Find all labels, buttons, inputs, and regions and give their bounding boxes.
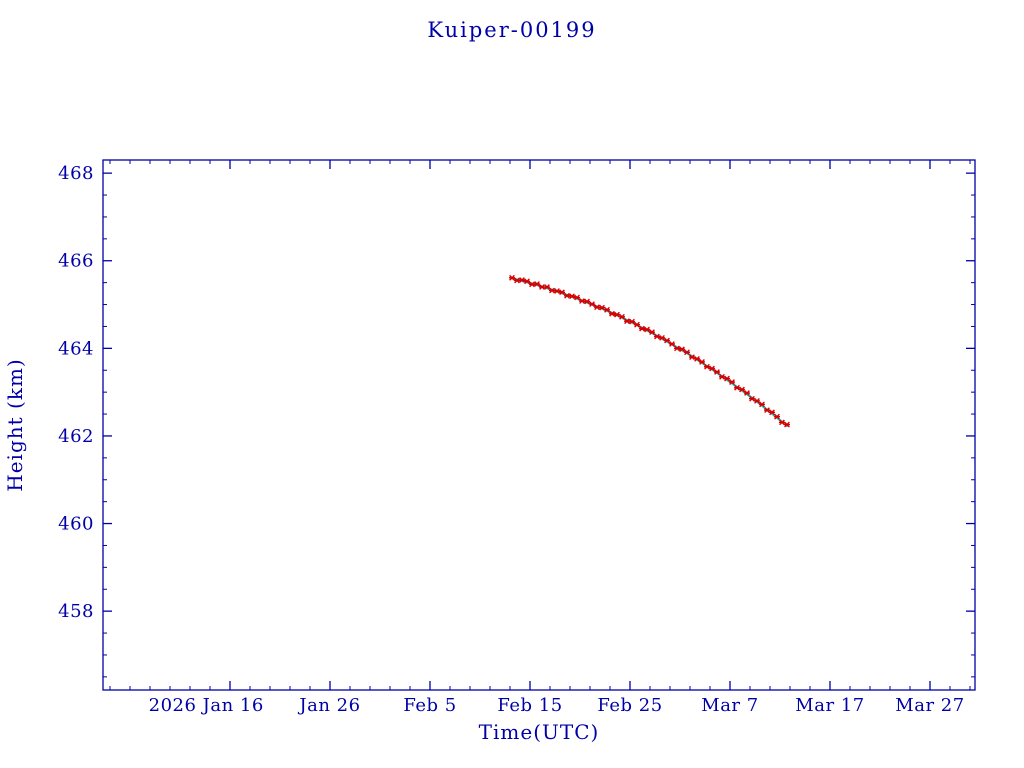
plot-frame [102, 159, 976, 691]
x-tick-label: Mar 7 [701, 695, 758, 716]
x-tick-label: Feb 5 [403, 695, 456, 716]
chart-title: Kuiper-00199 [427, 18, 596, 42]
x-tick-label: Jan 26 [297, 695, 360, 716]
x-tick-label: 2026 Jan 16 [149, 695, 264, 716]
x-tick-label: Mar 17 [795, 695, 864, 716]
y-tick-label: 468 [58, 163, 94, 184]
x-tick-label: Feb 15 [497, 695, 562, 716]
trend-line [510, 277, 789, 427]
y-tick-label: 462 [58, 426, 94, 447]
y-tick-label: 460 [58, 514, 94, 535]
x-tick-label: Feb 25 [597, 695, 662, 716]
y-tick-label: 466 [58, 251, 94, 272]
x-tick-label: Mar 27 [895, 695, 964, 716]
y-tick-label: 464 [58, 338, 94, 359]
y-tick-label: 458 [58, 601, 94, 622]
data-point-markers [509, 274, 790, 428]
x-axis-label: Time(UTC) [479, 720, 600, 744]
y-axis-label: Height (km) [3, 358, 27, 491]
